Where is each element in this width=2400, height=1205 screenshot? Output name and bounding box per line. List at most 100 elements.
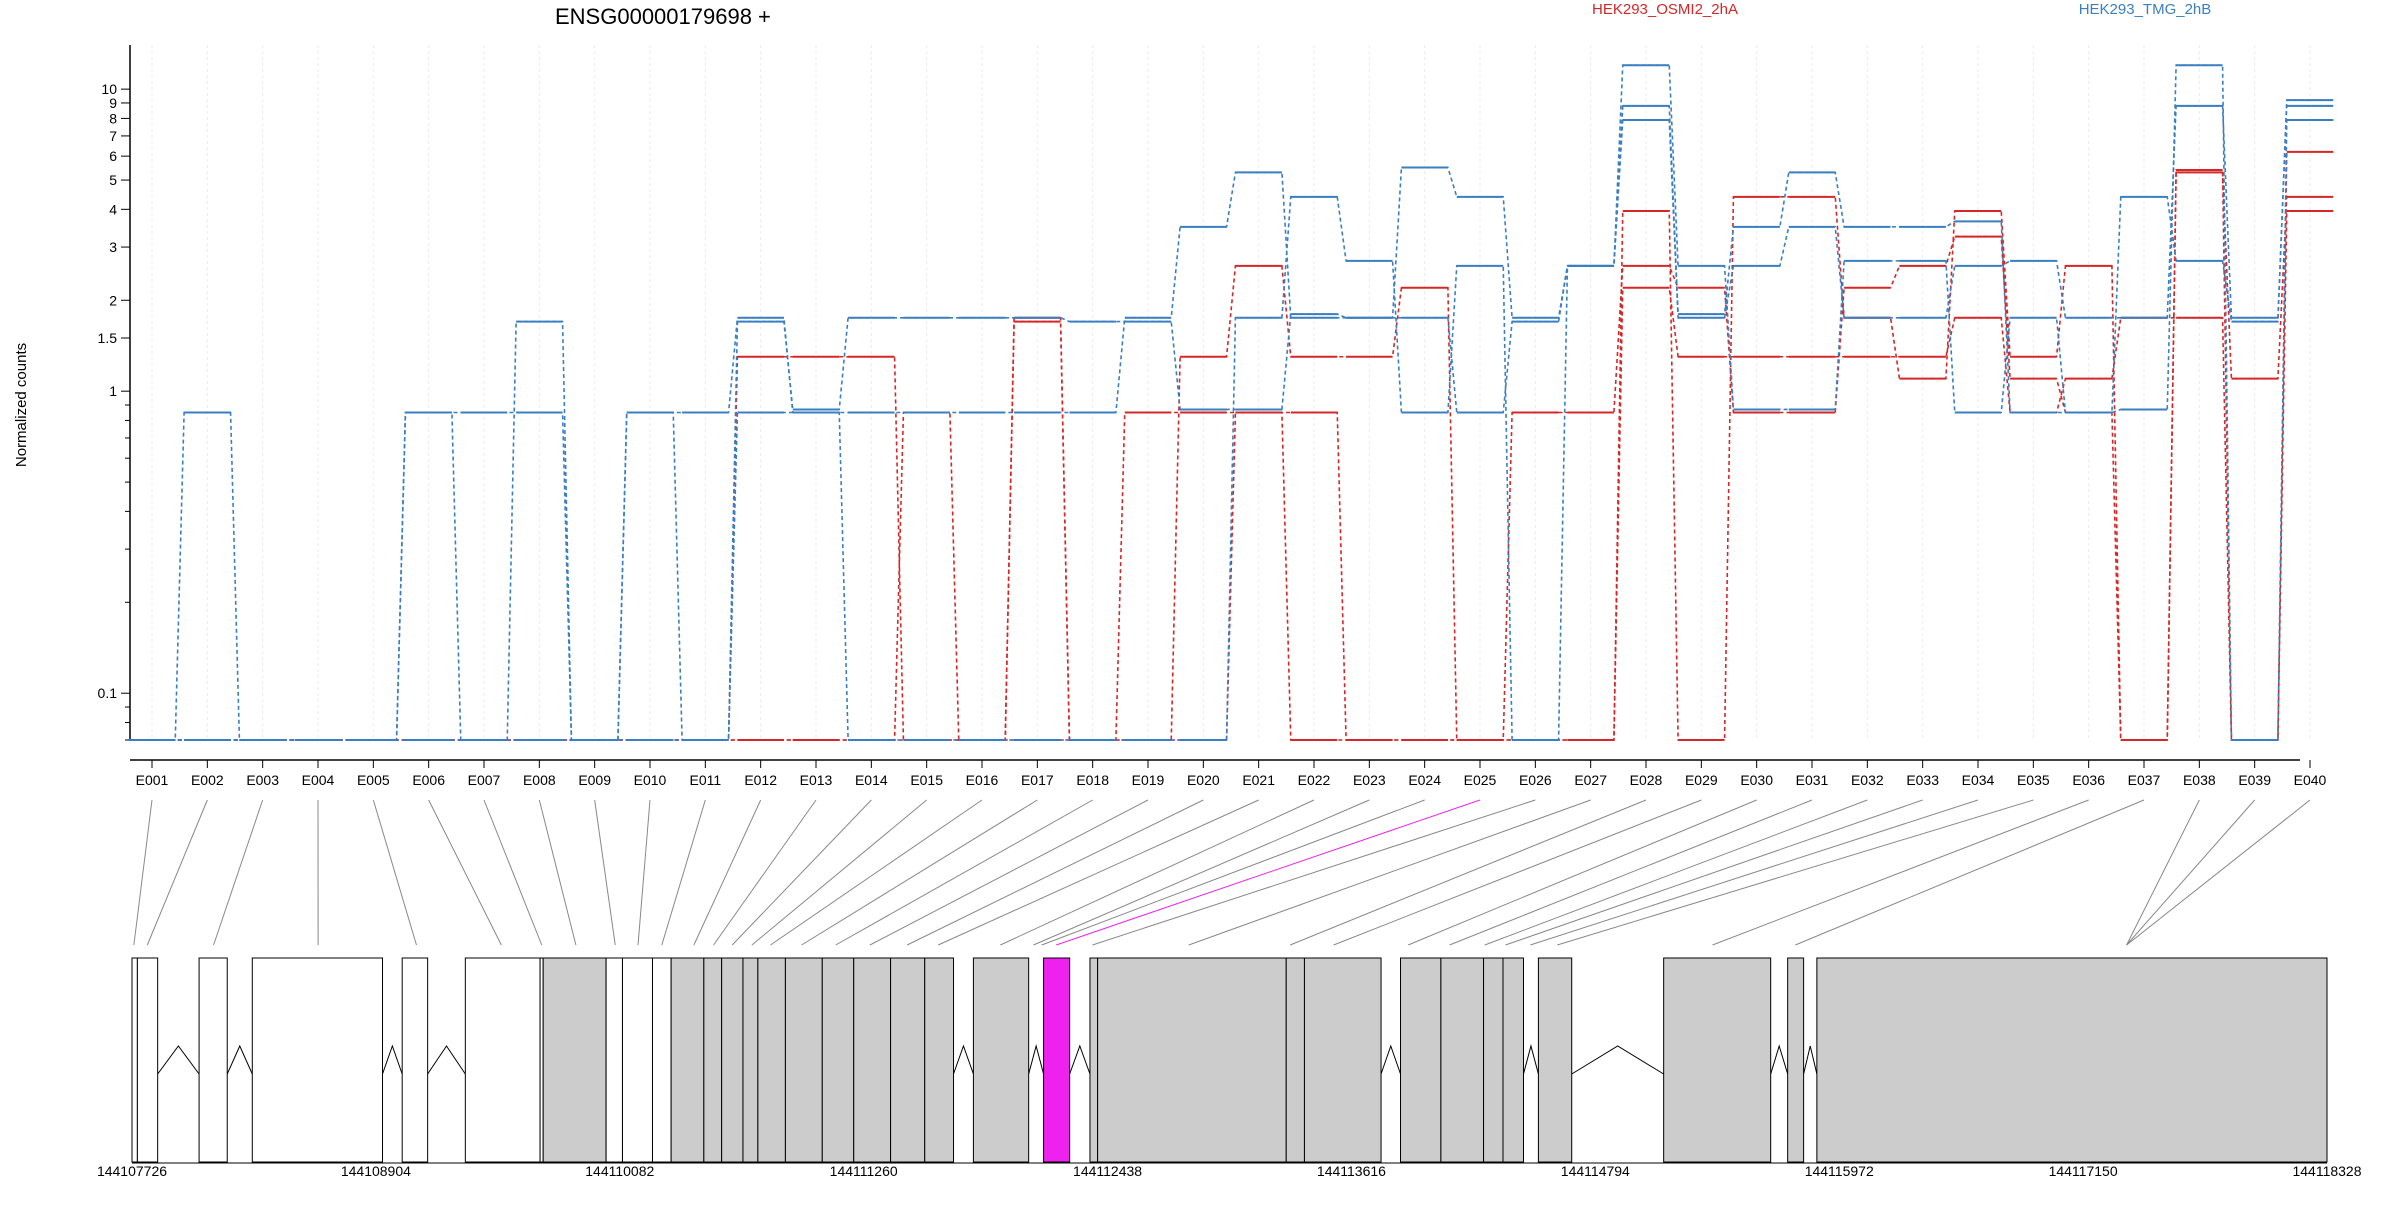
x-tick-label-e013: E013 — [800, 772, 833, 788]
connector-e010 — [638, 800, 650, 945]
intron-line — [428, 1046, 466, 1074]
x-tick-label-e021: E021 — [1242, 772, 1275, 788]
x-tick-label-e030: E030 — [1740, 772, 1773, 788]
exon-box-e036 — [1664, 958, 1771, 1162]
y-tick-label: 1 — [109, 383, 117, 399]
intron-line — [1771, 1046, 1788, 1074]
x-tick-label-e002: E002 — [191, 772, 224, 788]
x-tick-label-e017: E017 — [1021, 772, 1054, 788]
connector-e011 — [662, 800, 706, 945]
exon-box-e008 — [543, 958, 606, 1162]
connector-e019 — [870, 800, 1148, 945]
exon-box-e028 — [1286, 958, 1304, 1162]
x-tick-label-e040: E040 — [2294, 772, 2327, 788]
x-tick-label-e037: E037 — [2128, 772, 2161, 788]
y-tick-label: 3 — [109, 239, 117, 255]
series-3 — [129, 211, 2333, 740]
exon-box-e020 — [891, 958, 925, 1162]
exon-box-e004 — [252, 958, 382, 1162]
x-tick-label-e034: E034 — [1962, 772, 1995, 788]
grid-lines — [152, 45, 2310, 740]
exon-box-e030 — [1401, 958, 1441, 1162]
intron-line — [1381, 1046, 1400, 1074]
y-tick-label: 1.5 — [98, 330, 118, 346]
connector-e037 — [1795, 800, 2144, 945]
connector-e012 — [694, 800, 761, 945]
genomic-tick-label: 144114794 — [1561, 1163, 1630, 1179]
connector-e030 — [1408, 800, 1756, 945]
exon-box-e026 — [1090, 958, 1098, 1162]
intron-line — [1029, 1046, 1044, 1074]
x-tick-label-e024: E024 — [1408, 772, 1441, 788]
x-tick-label-e010: E010 — [634, 772, 667, 788]
series-connector-path — [129, 100, 2333, 740]
x-tick-label-e023: E023 — [1353, 772, 1386, 788]
exon-box-e031 — [1441, 958, 1484, 1162]
chart-title: ENSG00000179698 + — [555, 4, 771, 29]
exon-box-e019 — [854, 958, 891, 1162]
x-tick-label-e033: E033 — [1906, 772, 1939, 788]
x-tick-label-e016: E016 — [966, 772, 999, 788]
x-tick-label-e014: E014 — [855, 772, 888, 788]
genomic-tick-label: 144118328 — [2292, 1163, 2361, 1179]
genomic-tick-label: 144117150 — [2049, 1163, 2118, 1179]
x-tick-label-e020: E020 — [1187, 772, 1220, 788]
x-tick-label-e011: E011 — [689, 772, 721, 788]
exon-box-e002 — [137, 958, 157, 1162]
connector-e035 — [1557, 800, 2033, 945]
connector-e038 — [2127, 800, 2200, 945]
connector-e008 — [539, 800, 576, 945]
exon-box-e012 — [671, 958, 704, 1162]
genomic-tick-label: 144111260 — [830, 1163, 898, 1179]
x-tick-label-e003: E003 — [246, 772, 279, 788]
y-tick-label: 0.1 — [98, 685, 118, 701]
y-tick-label: 2 — [109, 292, 117, 308]
x-tick-label-e004: E004 — [302, 772, 335, 788]
x-tick-label-e005: E005 — [357, 772, 390, 788]
genomic-tick-label: 144115972 — [1805, 1163, 1874, 1179]
genomic-tick-label: 144108904 — [341, 1163, 411, 1179]
exon-box-e027 — [1098, 958, 1287, 1162]
x-tick-label-e008: E008 — [523, 772, 556, 788]
connector-e002 — [147, 800, 207, 945]
series-lines — [129, 65, 2333, 740]
exon-box-e009 — [606, 958, 622, 1162]
connector-e039 — [2127, 800, 2255, 945]
x-tick-label-e038: E038 — [2183, 772, 2216, 788]
exon-box-e003 — [199, 958, 227, 1162]
connector-e040 — [2127, 800, 2310, 945]
legend-entry-1: HEK293_OSMI2_2hA — [1592, 1, 1738, 18]
exon-box-e025 — [1044, 958, 1070, 1162]
x-tick-label-e019: E019 — [1132, 772, 1165, 788]
x-tick-label-e018: E018 — [1076, 772, 1109, 788]
connector-e015 — [752, 800, 927, 945]
intron-line — [227, 1046, 252, 1074]
series-connector-path — [129, 65, 2333, 740]
intron-line — [1572, 1046, 1664, 1074]
exon-box-e011 — [652, 958, 671, 1162]
intron-line — [158, 1046, 199, 1074]
exon-box-e032 — [1484, 958, 1503, 1162]
y-axis-label: Normalized counts — [13, 343, 30, 467]
exon-box-e040 — [1817, 958, 2327, 1162]
exon-box-e015 — [743, 958, 758, 1162]
exon-box-e013 — [704, 958, 722, 1162]
intron-line — [1804, 1046, 1817, 1074]
connector-e031 — [1450, 800, 1812, 945]
x-tick-label-e012: E012 — [744, 772, 777, 788]
legend-entry-2: HEK293_TMG_2hB — [2079, 1, 2212, 18]
exon-box-e001 — [132, 958, 137, 1162]
y-tick-label: 8 — [109, 110, 117, 126]
y-tick-label: 7 — [109, 128, 117, 144]
connector-e017 — [802, 800, 1038, 945]
exon-box-e018 — [822, 958, 853, 1162]
x-tick-label-e007: E007 — [468, 772, 501, 788]
x-tick-label-e009: E009 — [578, 772, 611, 788]
y-tick-label: 6 — [109, 148, 117, 164]
series-connector-path — [129, 211, 2333, 740]
exon-box-e006 — [465, 958, 540, 1162]
intron-line — [954, 1046, 974, 1074]
x-tick-label-e039: E039 — [2238, 772, 2271, 788]
